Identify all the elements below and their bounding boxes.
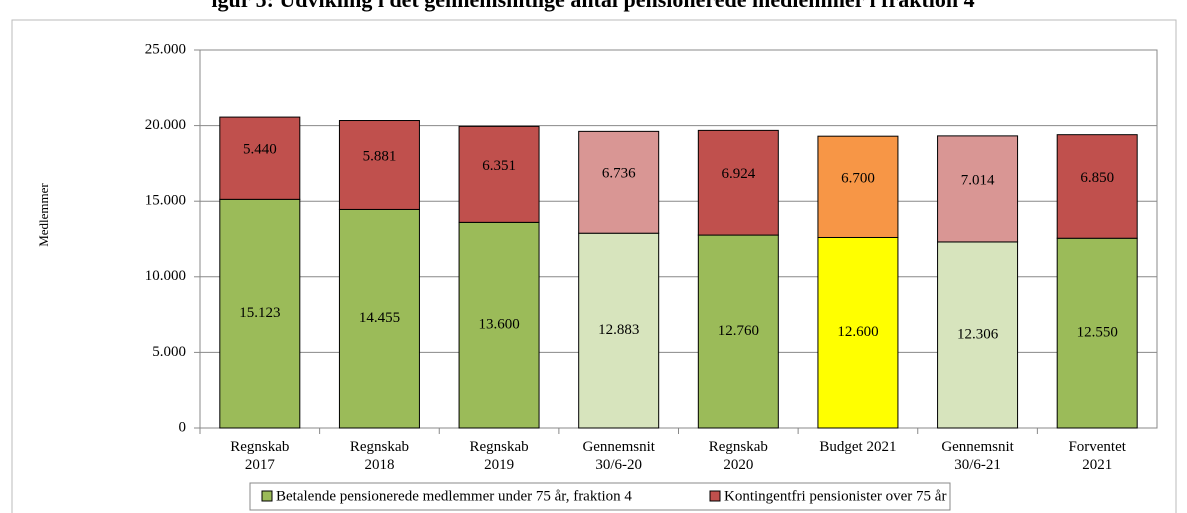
x-tick-label: Regnskab 2018 [350, 439, 409, 473]
x-tick-label: Forventet 2021 [1068, 439, 1126, 473]
x-tick-label-line: Regnskab [469, 439, 528, 455]
y-tick-label: 0 [179, 419, 187, 435]
x-tick-label-line: 2020 [723, 457, 753, 473]
bar-segment [1056, 237, 1138, 429]
bar-segment [697, 129, 779, 236]
data-label: 12.550 [1077, 325, 1118, 341]
bar-segment [338, 208, 420, 429]
bar-segment [458, 125, 540, 223]
legend-label: Kontingentfri pensionister over 75 år [724, 488, 946, 504]
x-tick-label-line: Regnskab [230, 439, 289, 455]
x-tick-label: Gennemsnit 30/6-21 [941, 439, 1014, 473]
data-label: 6.924 [721, 166, 755, 182]
bar-segment [817, 236, 899, 429]
x-tick-label-line: 2018 [364, 457, 394, 473]
bar-segment [1056, 134, 1138, 239]
data-label: 5.881 [363, 148, 397, 164]
x-tick-label-line: Forventet [1068, 439, 1126, 455]
x-tick-label-line: Gennemsnit [582, 439, 655, 455]
x-tick-label-line: Gennemsnit [941, 439, 1014, 455]
bar-segment [338, 120, 420, 210]
bar-segment [937, 135, 1019, 243]
chart-frame [11, 19, 1177, 513]
data-label: 6.700 [841, 170, 875, 186]
bar-segment [219, 116, 301, 200]
x-tick-label-line: 2017 [245, 457, 276, 473]
chart-title: igur 5: Udvikling i det gennemsnitlige a… [211, 0, 974, 12]
y-tick-label: 10.000 [145, 268, 186, 284]
data-label: 6.736 [602, 166, 636, 182]
data-label: 12.883 [598, 322, 639, 338]
bar-segment [219, 198, 301, 429]
x-tick-label: Regnskab 2017 [230, 439, 289, 473]
x-tick-label: Regnskab 2020 [709, 439, 768, 473]
x-tick-label-line: 30/6-21 [954, 457, 1001, 473]
x-tick-label-line: Regnskab [709, 439, 768, 455]
x-tick-label-line: 2021 [1082, 457, 1112, 473]
bar-segment [458, 221, 540, 429]
data-label: 12.600 [837, 324, 878, 340]
data-label: 5.440 [243, 142, 277, 158]
legend-swatch [709, 490, 721, 502]
y-tick-label: 5.000 [152, 344, 186, 360]
data-label: 6.351 [482, 158, 516, 174]
x-tick-label-line: 30/6-20 [595, 457, 642, 473]
data-label: 7.014 [961, 172, 995, 188]
x-tick-label-line: Regnskab [350, 439, 409, 455]
x-tick-label-line: Budget 2021 [819, 439, 896, 455]
bar-segment [578, 130, 660, 234]
data-label: 13.600 [478, 317, 519, 333]
legend-label: Betalende pensionerede medlemmer under 7… [276, 488, 632, 504]
y-tick-label: 25.000 [145, 41, 186, 57]
x-tick-label-line: 2019 [484, 457, 514, 473]
data-label: 14.455 [359, 310, 400, 326]
data-label: 12.306 [957, 326, 999, 342]
y-axis-label: Medlemmer [36, 183, 51, 247]
bar-segment [937, 241, 1019, 429]
x-tick-label: Budget 2021 [819, 439, 896, 455]
y-tick-label: 15.000 [145, 193, 186, 209]
y-tick-label: 20.000 [145, 117, 186, 133]
bar-segment [817, 135, 899, 238]
legend-swatch [261, 490, 273, 502]
x-tick-label: Gennemsnit 30/6-20 [582, 439, 655, 473]
bar-segment [578, 232, 660, 429]
data-label: 15.123 [239, 305, 280, 321]
x-tick-label: Regnskab 2019 [469, 439, 528, 473]
data-label: 6.850 [1080, 170, 1114, 186]
legend [249, 482, 951, 511]
data-label: 12.760 [718, 323, 759, 339]
